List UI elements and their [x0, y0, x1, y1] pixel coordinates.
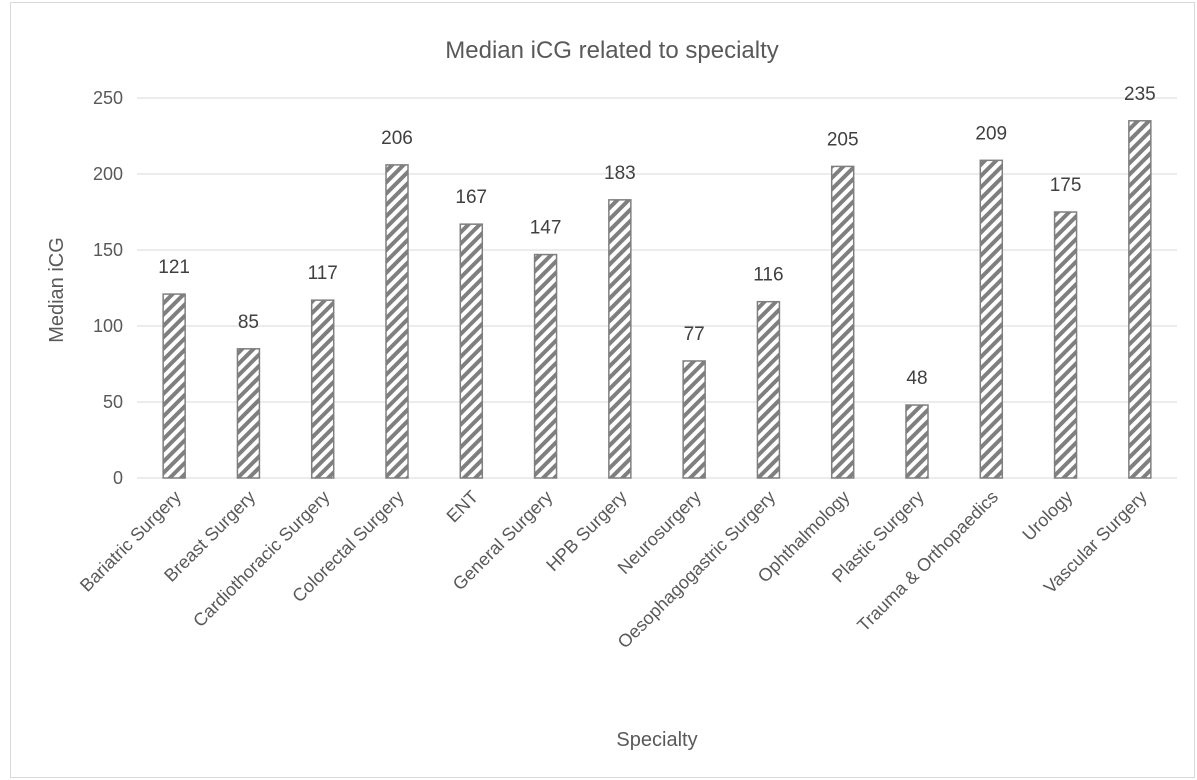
data-label: 167 — [455, 187, 487, 208]
bar — [979, 159, 1004, 479]
data-label: 77 — [684, 324, 705, 345]
y-tick-label: 0 — [113, 468, 123, 488]
bar — [1053, 211, 1078, 479]
x-axis-title: Specialty — [616, 729, 697, 751]
bar — [1128, 120, 1152, 479]
bars — [162, 120, 1152, 479]
y-axis-ticks: 0 50 100 150 200 250 — [93, 88, 123, 488]
bar — [459, 223, 484, 479]
data-label: 147 — [530, 218, 562, 239]
data-label: 235 — [1124, 84, 1156, 105]
data-label: 206 — [381, 128, 413, 149]
x-tick-label: Oesophagogastric Surgery — [614, 487, 780, 653]
x-tick-label: ENT — [443, 487, 483, 527]
bar — [533, 253, 558, 479]
data-labels: 121 85 117 206 167 147 183 77 116 205 48 209 175 235 — [158, 84, 1155, 389]
chart-title: Median iCG related to specialty — [445, 37, 779, 64]
y-tick-label: 250 — [93, 88, 123, 108]
y-tick-label: 100 — [93, 316, 123, 336]
x-tick-label: Urology — [1018, 487, 1076, 545]
bar — [608, 199, 632, 479]
data-label: 183 — [604, 163, 636, 184]
data-label: 116 — [753, 265, 783, 286]
y-tick-label: 200 — [93, 164, 123, 184]
data-label: 175 — [1050, 175, 1082, 196]
data-label: 205 — [827, 129, 859, 150]
bar — [682, 360, 706, 479]
y-tick-label: 50 — [103, 392, 123, 412]
data-label: 209 — [975, 123, 1007, 144]
y-axis-title: Median iCG — [46, 237, 68, 343]
bar — [310, 299, 335, 479]
bar — [905, 404, 929, 479]
x-tick-label: Cardiothoracic Surgery — [189, 487, 333, 631]
x-tick-label: Trauma & Orthopaedics — [853, 487, 1002, 636]
bar — [385, 164, 409, 479]
bar — [756, 300, 781, 479]
data-label: 85 — [238, 312, 259, 333]
data-label: 117 — [308, 263, 338, 284]
data-label: 48 — [906, 368, 927, 389]
bar — [830, 165, 855, 479]
bar — [162, 293, 186, 479]
y-tick-label: 150 — [93, 240, 123, 260]
gridlines — [137, 97, 1177, 479]
data-label: 121 — [158, 257, 190, 278]
bar — [236, 348, 261, 479]
